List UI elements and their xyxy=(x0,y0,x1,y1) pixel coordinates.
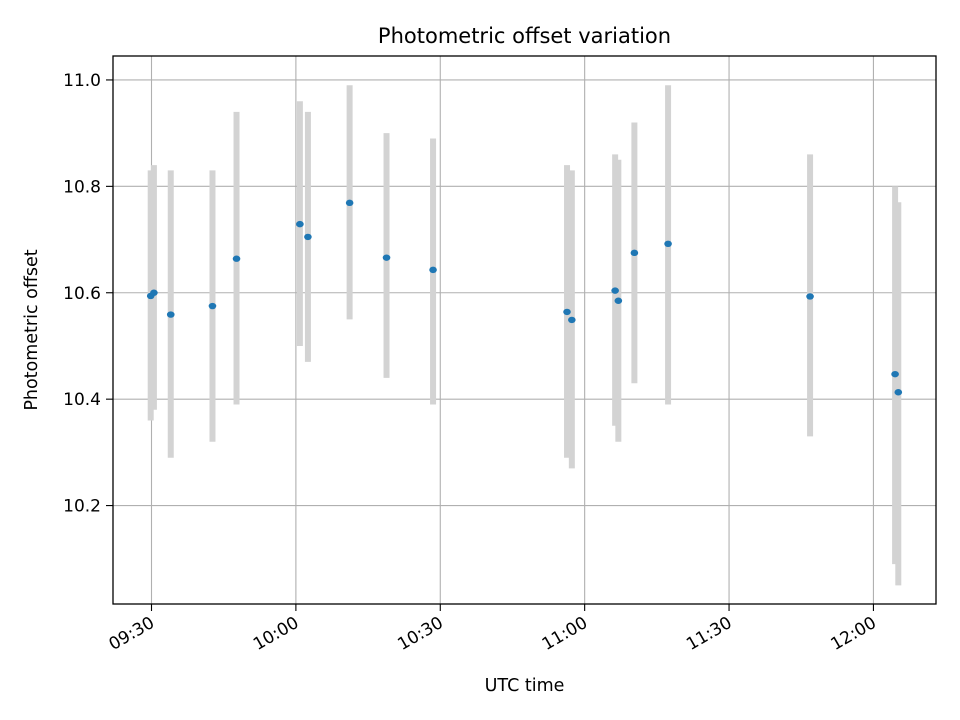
data-point xyxy=(891,370,899,378)
data-point xyxy=(611,287,619,294)
data-point xyxy=(382,254,391,261)
data-point xyxy=(304,233,312,241)
plot-frame xyxy=(112,55,937,605)
x-axis-label: UTC time xyxy=(485,676,565,696)
y-tick-label: 10.2 xyxy=(63,497,101,517)
y-axis-label: Photometric offset xyxy=(22,249,42,410)
data-point xyxy=(664,240,672,248)
grid-lines xyxy=(113,56,936,604)
data-point xyxy=(429,266,437,274)
y-axis: 10.2 10.4 10.6 10.8 11.0 xyxy=(63,71,113,517)
data-point xyxy=(568,316,576,324)
data-point xyxy=(232,255,241,262)
chart-title: Photometric offset variation xyxy=(378,24,671,48)
data-point xyxy=(296,220,304,228)
data-point xyxy=(563,308,571,316)
data-point xyxy=(614,297,623,304)
y-tick-label: 10.6 xyxy=(63,284,101,304)
data-point xyxy=(806,293,814,300)
data-point xyxy=(894,389,903,396)
y-tick-label: 10.4 xyxy=(63,390,101,410)
y-tick-label: 11.0 xyxy=(63,71,101,91)
data-points xyxy=(146,199,903,396)
data-point xyxy=(345,199,354,207)
data-point xyxy=(208,302,217,310)
y-tick-label: 10.8 xyxy=(63,177,101,197)
data-point xyxy=(630,249,639,257)
data-point xyxy=(166,311,175,318)
data-point xyxy=(150,289,158,296)
